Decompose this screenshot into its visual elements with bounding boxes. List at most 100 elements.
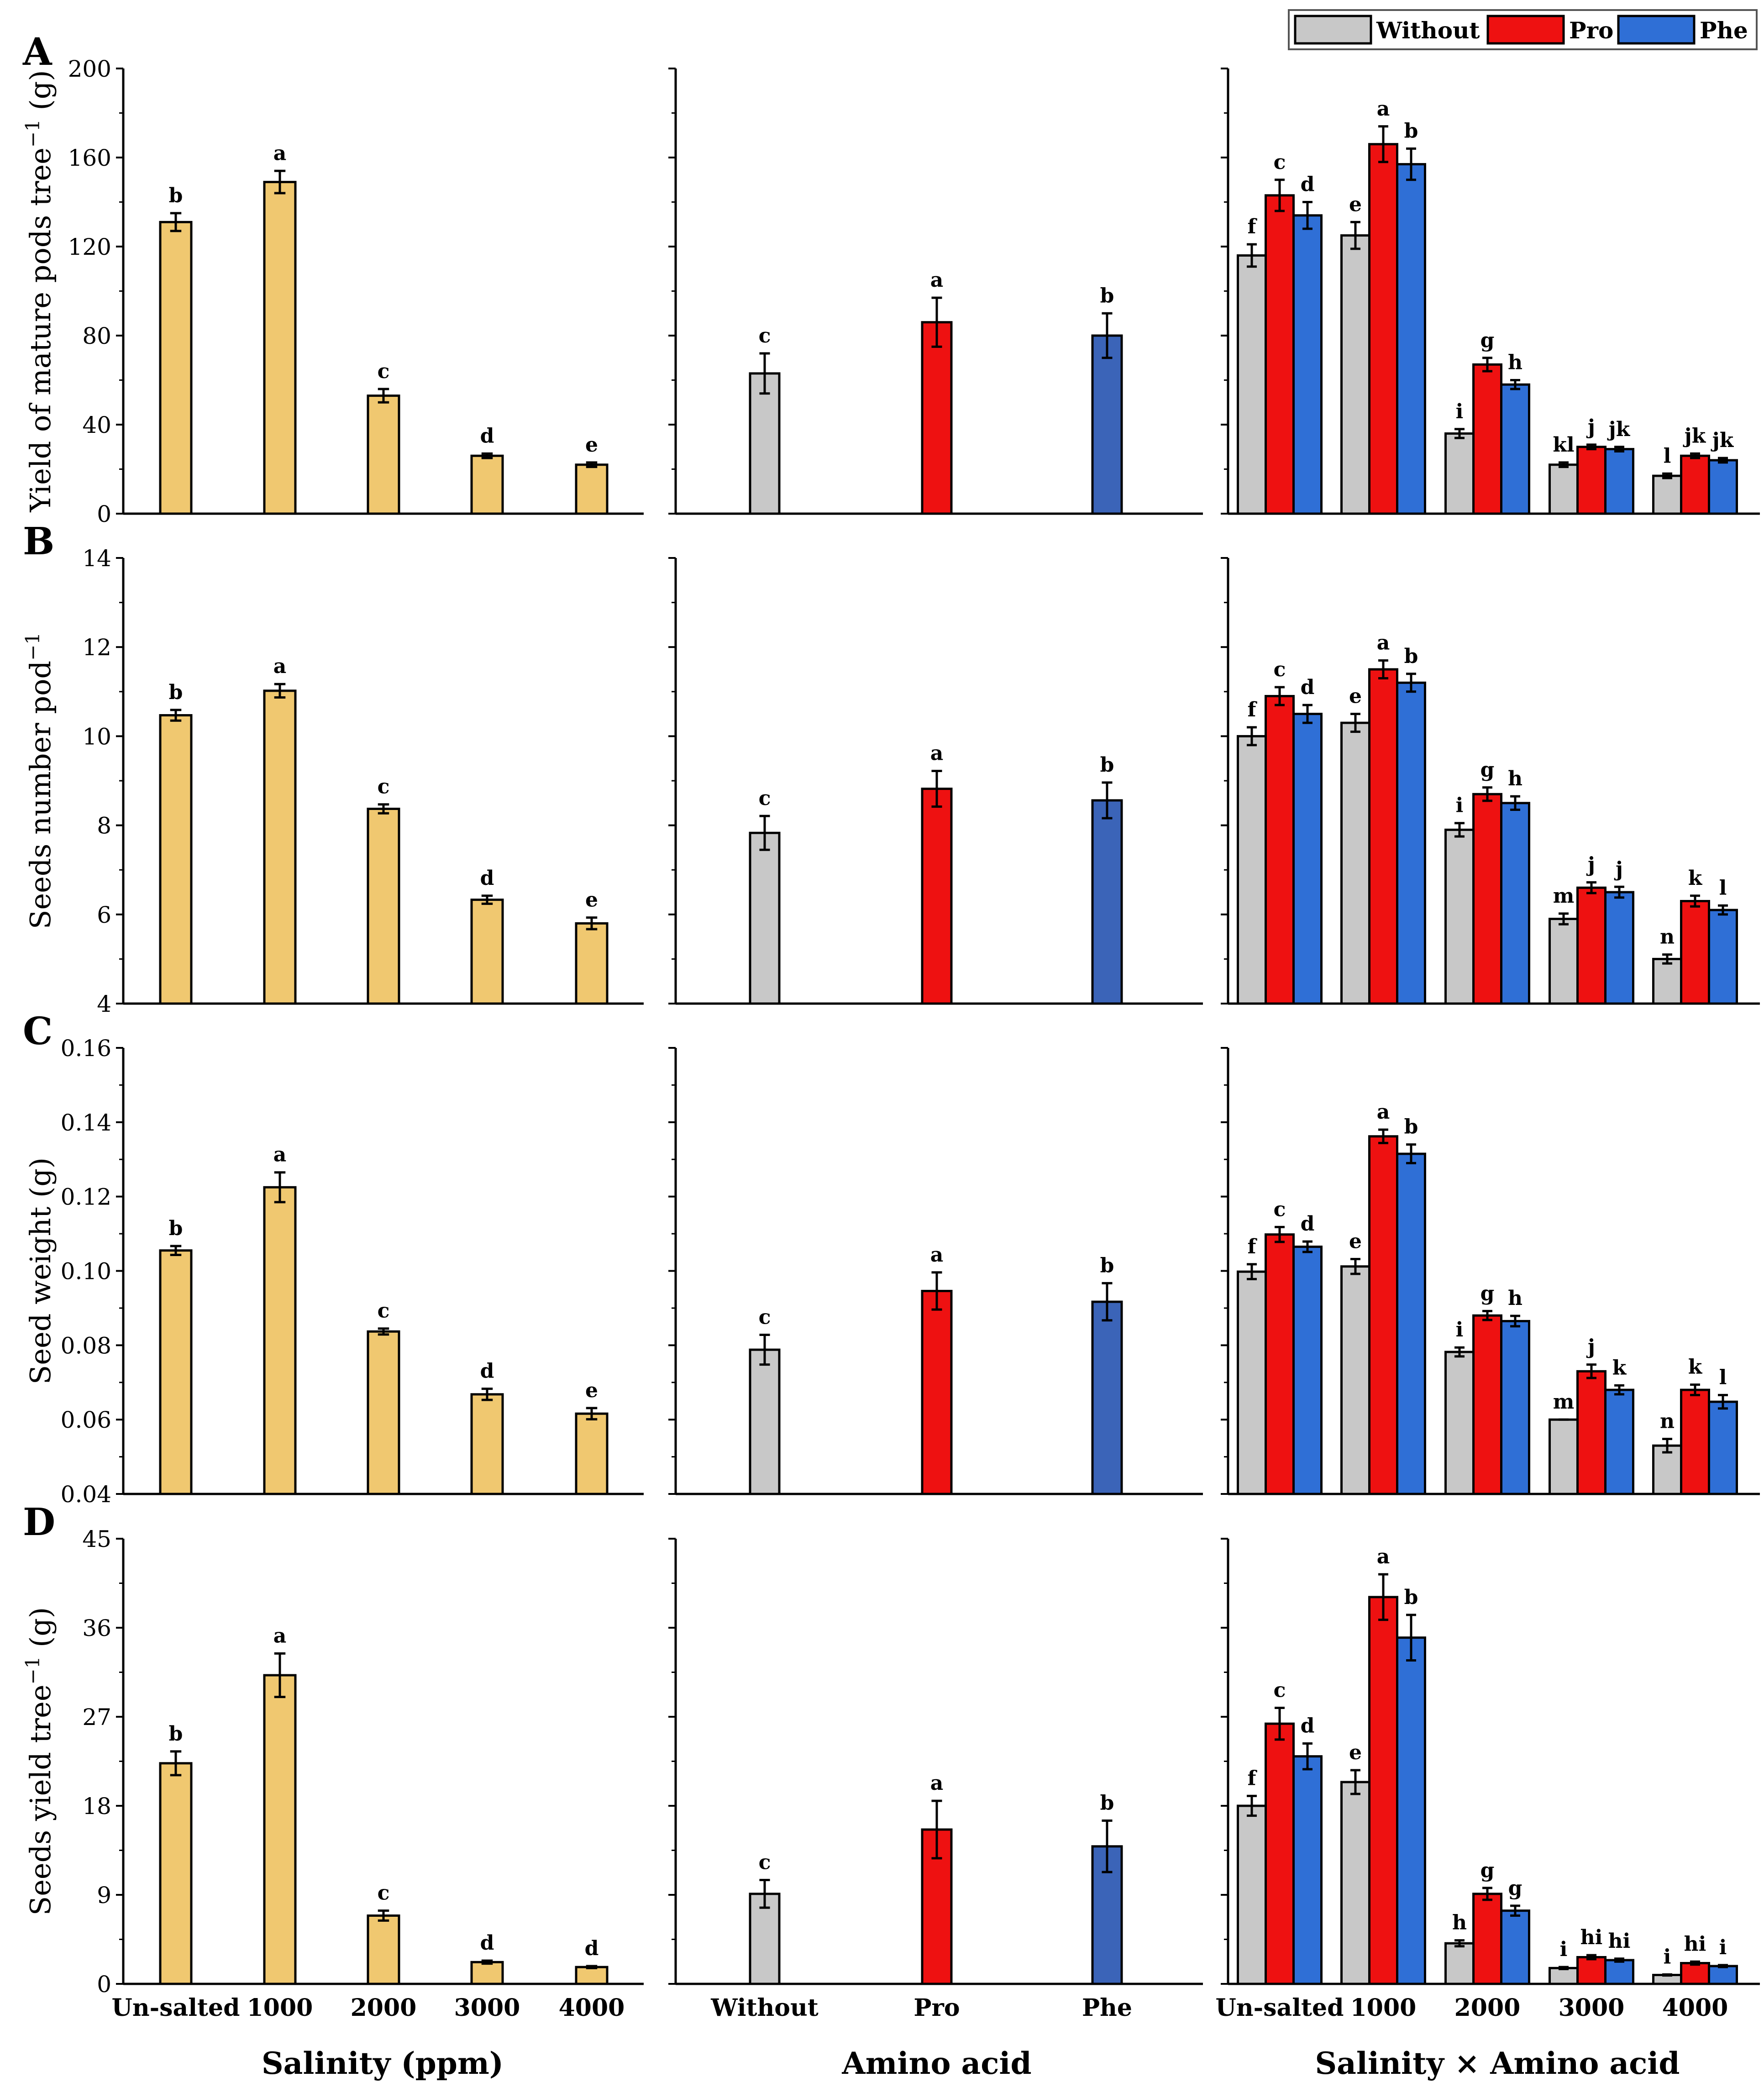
significance-letter: c xyxy=(1274,1679,1286,1702)
significance-letter: m xyxy=(1553,1390,1575,1414)
bar-interaction xyxy=(1549,1967,1579,1985)
significance-letter: c xyxy=(378,360,390,383)
significance-letter: b xyxy=(1404,645,1418,668)
bar-salinity xyxy=(367,807,400,1005)
y-tick-label: 0 xyxy=(97,501,111,527)
significance-letter: g xyxy=(1480,1282,1495,1305)
panel-c: C Seed weight (g) 0.04 0.06 0.08 0.10 0.12 0.14… xyxy=(23,1010,1760,1508)
bar-interaction xyxy=(1368,1135,1398,1495)
bar-amino-acid xyxy=(749,831,781,1005)
legend: Without Pro Phe xyxy=(1288,9,1758,50)
significance-letter: c xyxy=(759,1851,771,1874)
bar-interaction xyxy=(1708,1400,1738,1495)
significance-letter: c xyxy=(1274,1198,1286,1221)
legend-swatch xyxy=(1294,15,1372,45)
y-tick-label: 14 xyxy=(82,545,111,572)
significance-letter: g xyxy=(1508,1877,1522,1900)
significance-letter: d xyxy=(585,1937,599,1960)
bar-salinity xyxy=(159,1762,193,1985)
bar-interaction xyxy=(1708,459,1738,515)
bar-interaction xyxy=(1549,463,1579,515)
significance-letter: a xyxy=(930,742,944,765)
bar-amino-acid xyxy=(749,1348,781,1495)
bar-salinity xyxy=(367,1330,400,1495)
significance-letter: b xyxy=(1100,753,1114,777)
bar-interaction xyxy=(1549,918,1579,1005)
significance-letter: j xyxy=(1614,857,1623,881)
bar-interaction xyxy=(1444,1942,1475,1985)
bar-interaction xyxy=(1292,713,1323,1005)
bar-interaction xyxy=(1292,214,1323,515)
significance-letter: e xyxy=(1349,685,1362,708)
significance-letter: b xyxy=(169,1722,183,1746)
significance-letter: f xyxy=(1248,1767,1258,1790)
bar-salinity xyxy=(159,1249,193,1495)
bar-interaction xyxy=(1604,448,1634,515)
significance-letter: e xyxy=(1349,1741,1362,1764)
legend-label: Without xyxy=(1376,17,1480,44)
y-tick-label: 8 xyxy=(97,813,111,839)
x-tick-label: Un-salted xyxy=(112,1994,240,2022)
y-axis-title-text: Seeds number pod xyxy=(24,661,57,929)
x-tick-label: 2000 xyxy=(351,1994,417,2022)
bar-salinity xyxy=(470,1393,504,1495)
significance-letter: b xyxy=(1404,1115,1418,1139)
y-axis-title: Seeds number pod−1 xyxy=(21,632,57,929)
y-tick-label: 0.06 xyxy=(61,1407,111,1433)
significance-letter: d xyxy=(480,1360,494,1383)
bar-interaction xyxy=(1500,1320,1530,1495)
bar-interaction xyxy=(1652,957,1682,1005)
significance-letter: c xyxy=(759,787,771,810)
bar-salinity xyxy=(367,1914,400,1985)
y-tick-label: 45 xyxy=(82,1526,111,1552)
bar-salinity xyxy=(470,454,504,515)
y-tick-label: 0.10 xyxy=(61,1258,111,1285)
bar-interaction xyxy=(1265,695,1295,1005)
significance-letter: h xyxy=(1452,1911,1467,1935)
significance-letter: a xyxy=(273,1624,287,1647)
y-tick-label: 0 xyxy=(97,1971,111,1998)
bar-interaction xyxy=(1396,1152,1426,1495)
bar-amino-acid xyxy=(749,1893,781,1985)
bar-interaction xyxy=(1368,1596,1398,1985)
significance-letter: c xyxy=(1274,658,1286,681)
x-tick-label: Without xyxy=(710,1994,819,2022)
y-axis-title-superscript: −1 xyxy=(21,1657,44,1685)
significance-letter: b xyxy=(1100,1792,1114,1815)
y-axis-title-text: Seeds yield tree xyxy=(24,1684,57,1915)
bar-salinity xyxy=(575,1412,609,1495)
y-tick-label: 40 xyxy=(82,412,111,438)
bar-interaction xyxy=(1500,1909,1530,1985)
significance-letter: f xyxy=(1248,698,1258,721)
significance-letter: d xyxy=(480,1931,494,1955)
legend-label: Phe xyxy=(1700,17,1748,44)
bar-salinity xyxy=(263,181,297,515)
significance-letter: f xyxy=(1248,1235,1258,1258)
x-tick-label: 3000 xyxy=(454,1994,520,2022)
y-axis-title-unit: (g) xyxy=(24,1607,57,1657)
significance-letter: c xyxy=(759,324,771,347)
y-tick-label: 18 xyxy=(82,1793,111,1820)
significance-letter: e xyxy=(585,1379,598,1402)
y-tick-label: 160 xyxy=(68,145,111,171)
bar-amino-acid xyxy=(749,372,781,515)
y-tick-label: 0.08 xyxy=(61,1332,111,1359)
panel-label: B xyxy=(23,520,54,563)
bar-interaction xyxy=(1708,909,1738,1005)
bar-interaction xyxy=(1265,1233,1295,1495)
significance-letter: l xyxy=(1719,876,1727,899)
bar-amino-acid xyxy=(921,321,953,515)
bar-amino-acid xyxy=(1091,334,1123,515)
significance-letter: a xyxy=(1377,97,1390,121)
y-axis-title-superscript: −1 xyxy=(21,119,44,147)
x-tick-label: 2000 xyxy=(1454,1994,1521,2022)
y-axis-title-text: Seed weight (g) xyxy=(24,1157,57,1384)
significance-letter: i xyxy=(1664,1945,1671,1968)
y-tick-label: 27 xyxy=(82,1704,111,1730)
significance-letter: c xyxy=(378,1882,390,1905)
x-tick-label: 1000 xyxy=(247,1994,313,2022)
significance-letter: c xyxy=(378,1299,390,1323)
significance-letter: n xyxy=(1660,926,1675,949)
